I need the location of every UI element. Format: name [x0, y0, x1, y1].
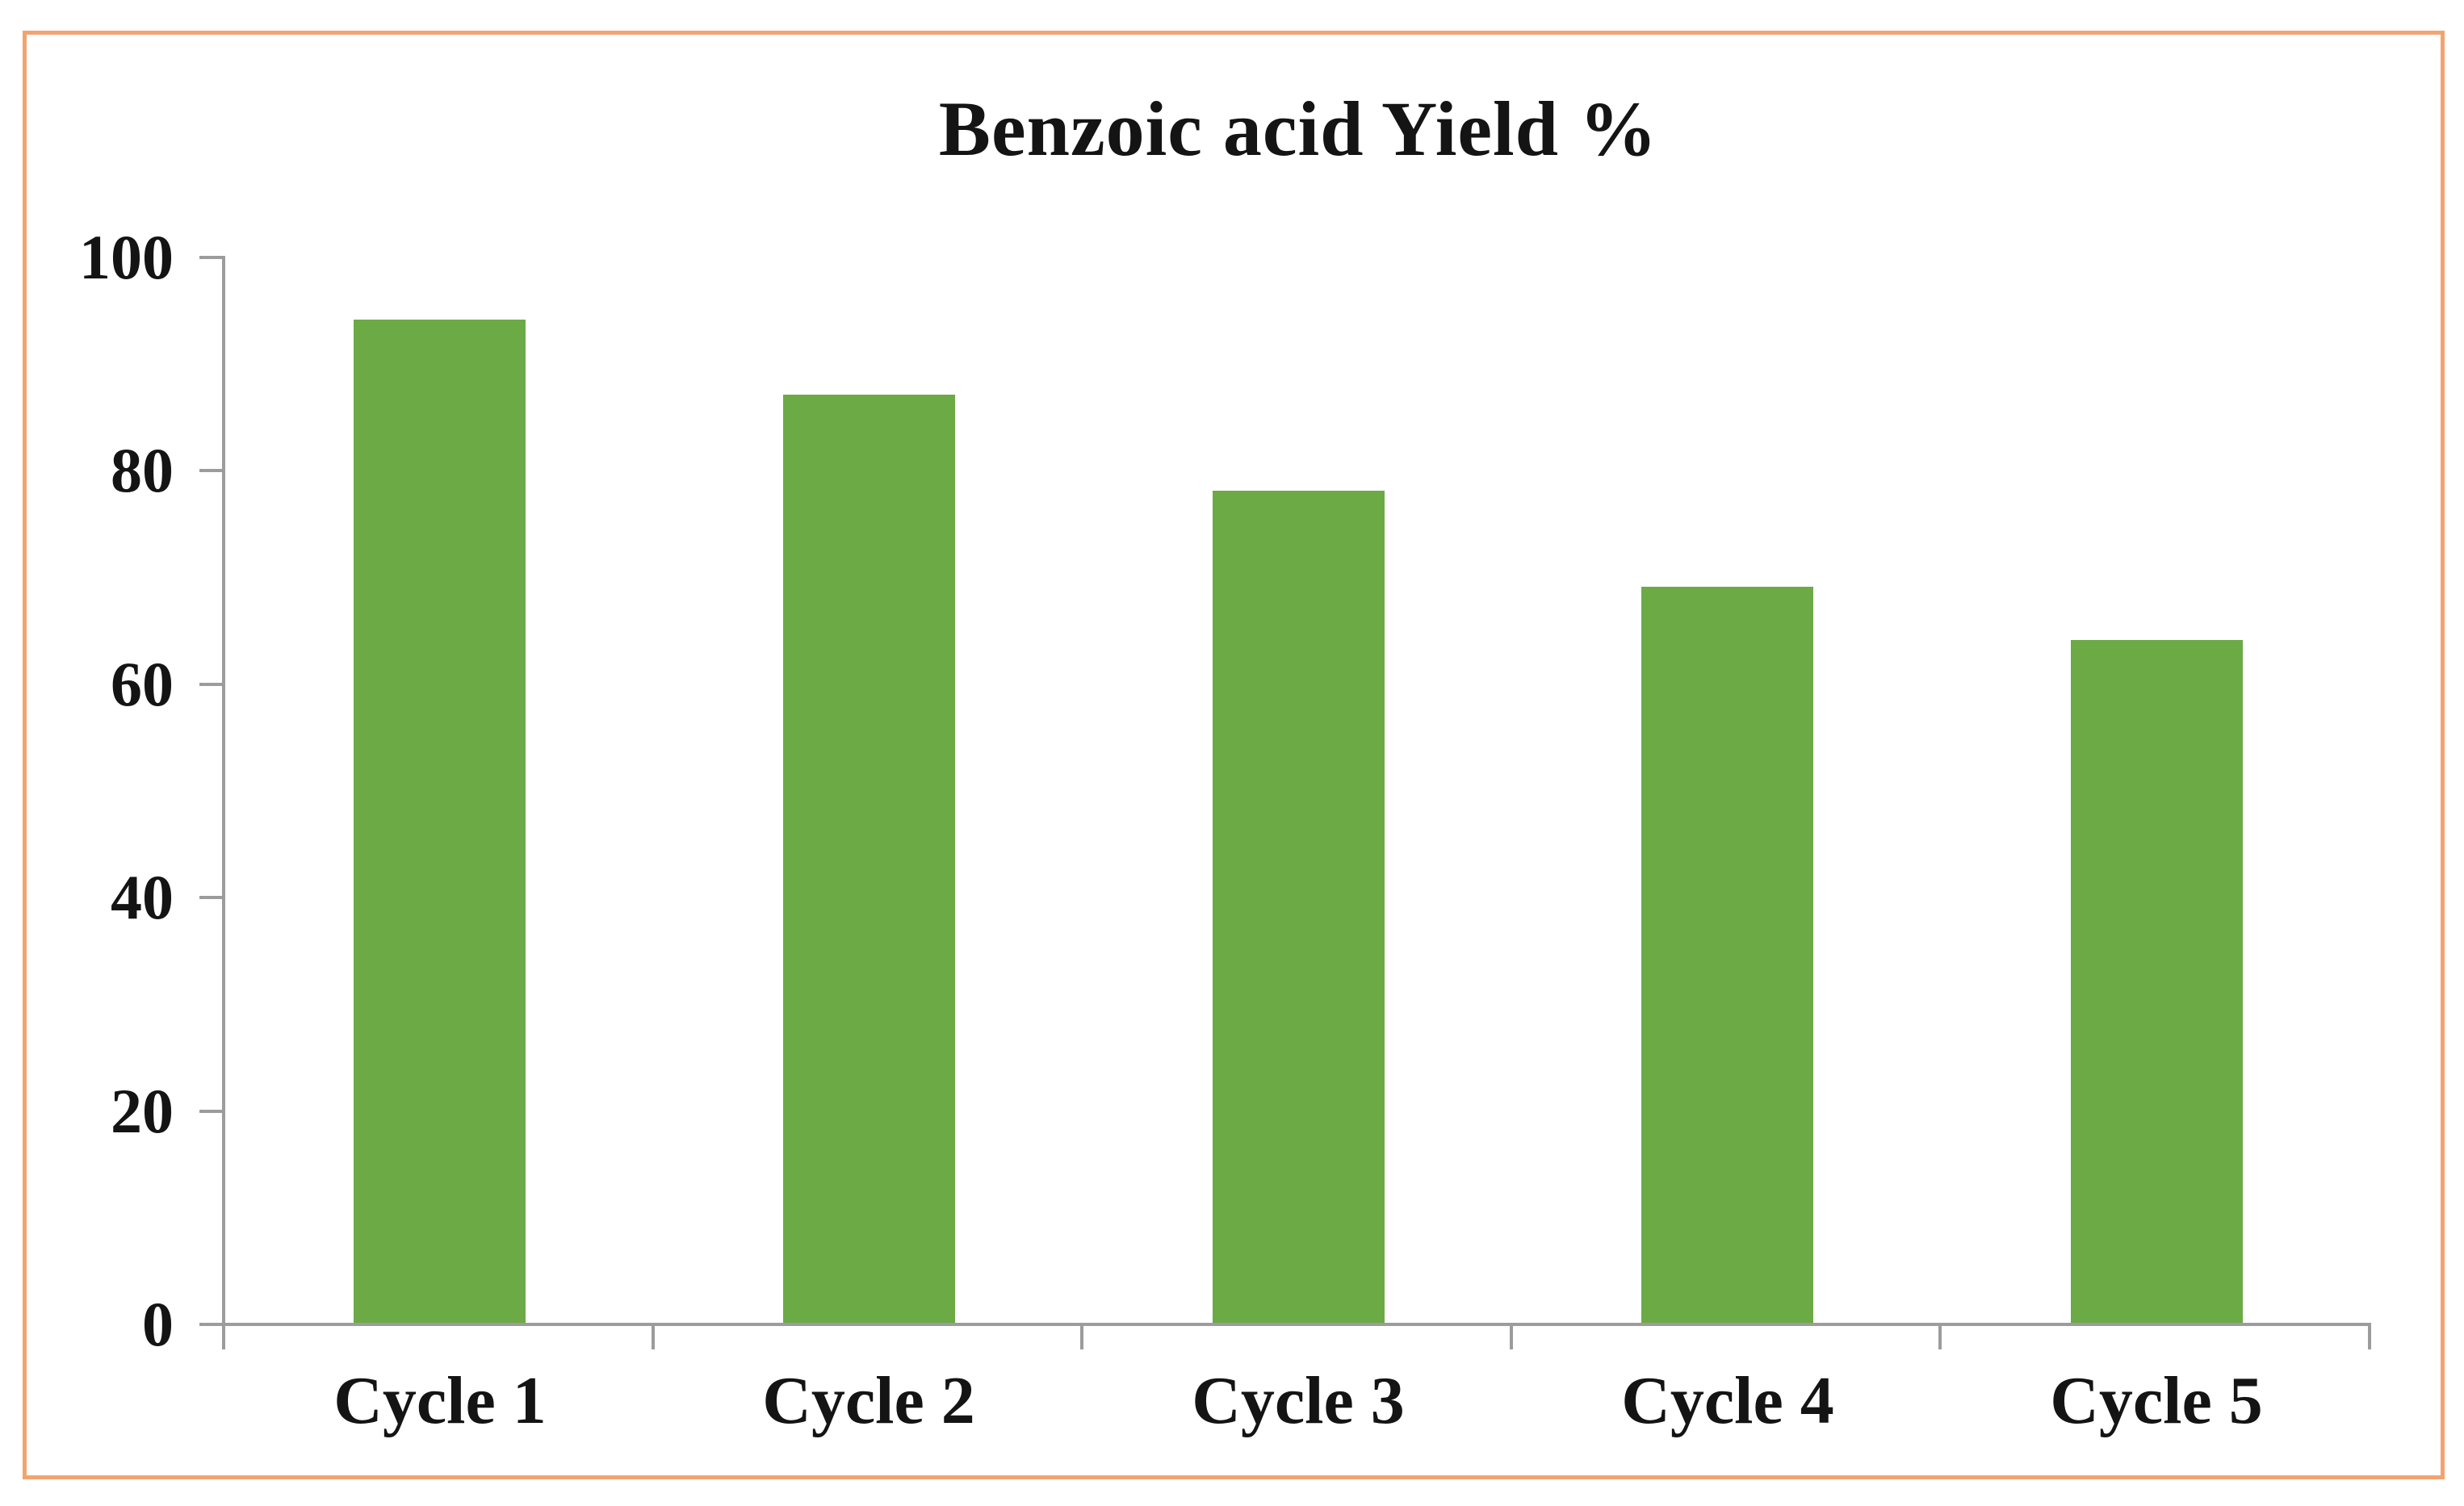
x-axis-tick	[1938, 1326, 1942, 1349]
bar-cycle-4	[1641, 587, 1813, 1323]
x-axis-tick	[1510, 1326, 1513, 1349]
y-axis-line	[222, 256, 225, 1346]
bar-cycle-3	[1213, 491, 1385, 1323]
x-axis-tick	[1080, 1326, 1083, 1349]
y-axis-tick-label: 80	[111, 435, 174, 505]
y-axis-tick	[199, 256, 222, 259]
x-axis-category-label: Cycle 5	[2050, 1363, 2263, 1438]
y-axis-tick	[199, 469, 222, 472]
y-axis-tick-label: 100	[79, 222, 174, 292]
y-axis-tick	[199, 896, 222, 899]
y-axis-tick	[199, 1110, 222, 1113]
x-axis-tick	[2368, 1326, 2371, 1349]
y-axis-tick-label: 0	[142, 1289, 174, 1359]
y-axis-tick	[199, 1323, 222, 1326]
x-axis-category-label: Cycle 2	[762, 1363, 975, 1438]
y-axis-tick-label: 20	[111, 1076, 174, 1146]
bar-cycle-2	[783, 395, 955, 1323]
x-axis-line	[222, 1323, 2371, 1326]
bar-cycle-5	[2071, 640, 2243, 1323]
y-axis-tick	[199, 683, 222, 686]
x-axis-tick	[652, 1326, 655, 1349]
x-axis-category-label: Cycle 1	[333, 1363, 547, 1438]
x-axis-tick	[222, 1326, 225, 1349]
y-axis-tick-label: 60	[111, 649, 174, 719]
y-axis-tick-label: 40	[111, 862, 174, 932]
x-axis-category-label: Cycle 3	[1192, 1363, 1405, 1438]
x-axis-category-label: Cycle 4	[1621, 1363, 1834, 1438]
bar-cycle-1	[354, 320, 526, 1323]
figure-border	[23, 31, 2445, 1479]
chart-title: Benzoic acid Yield %	[938, 86, 1658, 172]
